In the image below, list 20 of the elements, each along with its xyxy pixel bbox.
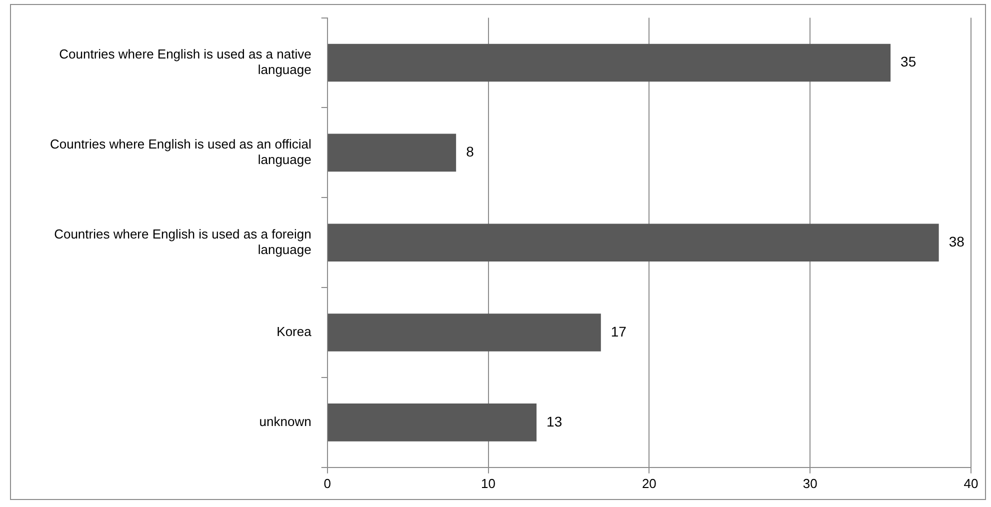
x-tick-label: 20 <box>642 476 656 491</box>
y-tick-label: Countries where English is used as an official language <box>50 136 312 168</box>
bar <box>328 224 939 262</box>
x-tick-label: 0 <box>324 476 331 491</box>
x-tick-label: 30 <box>802 476 818 491</box>
y-tick-label: Korea <box>276 324 312 340</box>
bar <box>328 314 601 352</box>
bar <box>328 134 456 172</box>
y-tick-label: unknown <box>259 414 312 430</box>
data-label: 13 <box>546 413 562 430</box>
bar <box>328 44 891 82</box>
data-label: 8 <box>466 144 474 160</box>
bar <box>328 404 537 442</box>
x-tick-label: 10 <box>481 476 496 491</box>
data-label: 17 <box>610 323 627 340</box>
y-tick-label: Countries where English is used as a native language <box>59 46 312 78</box>
x-tick-label: 40 <box>964 476 978 491</box>
data-label: 35 <box>900 54 916 70</box>
data-label: 38 <box>948 233 965 250</box>
y-tick-label: Countries where English is used as a foreign language <box>54 226 312 257</box>
